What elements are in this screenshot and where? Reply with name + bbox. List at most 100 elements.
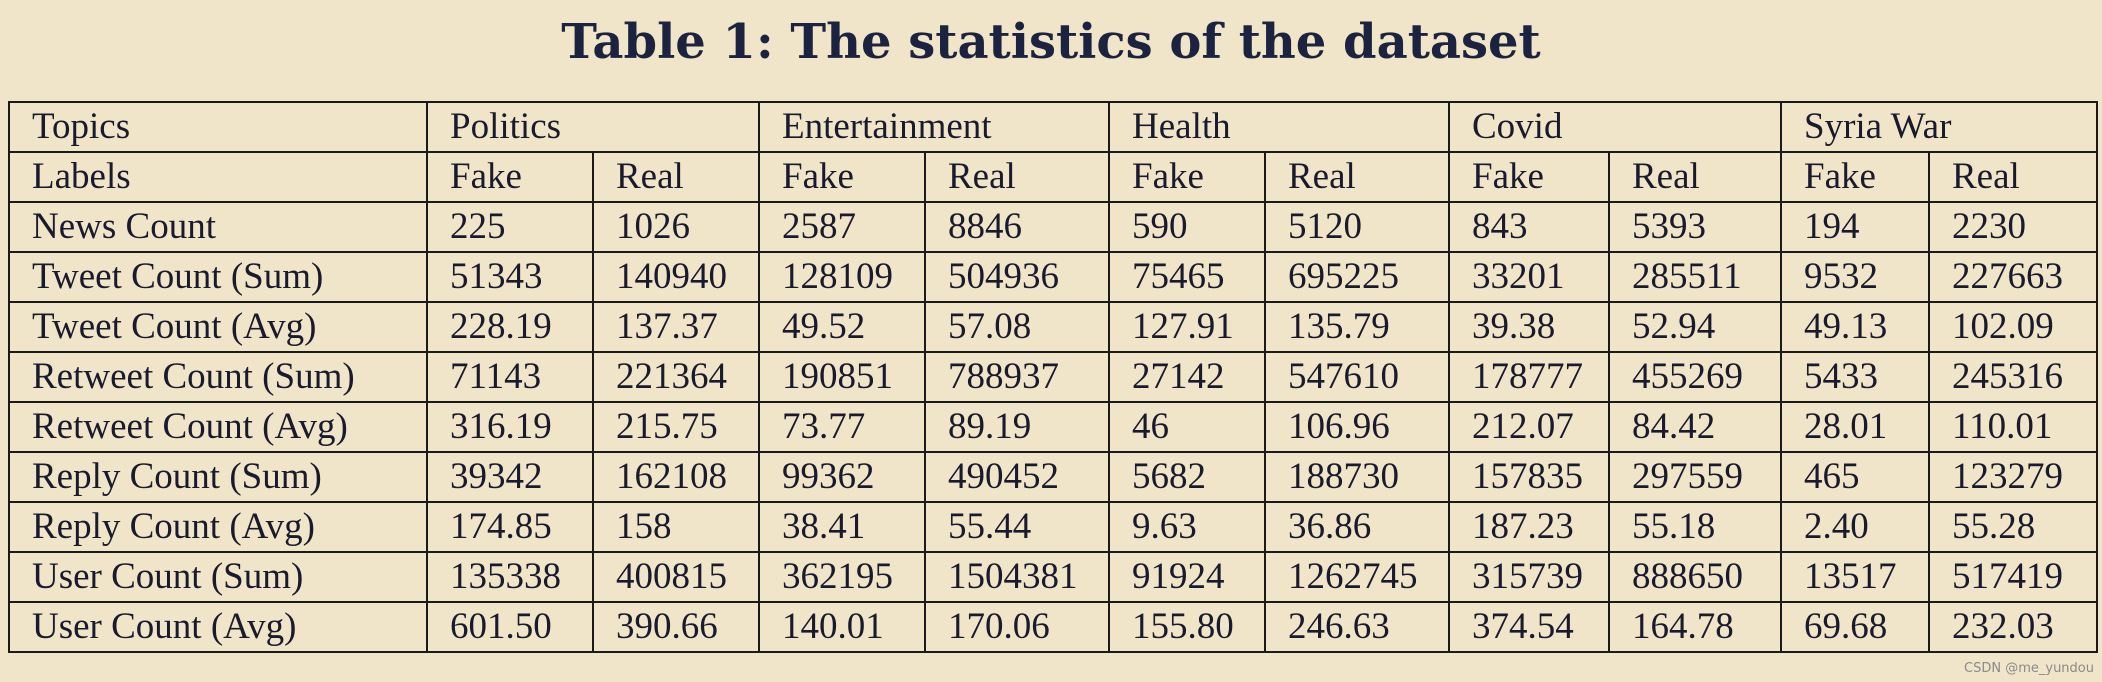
table-cell: 102.09	[1927, 301, 2099, 353]
table-cell: 788937	[924, 351, 1110, 403]
table-cell: 315739	[1448, 551, 1610, 603]
table-cell: 164.78	[1608, 601, 1782, 653]
topic-header: Health	[1108, 101, 1450, 153]
table-cell: 888650	[1608, 551, 1782, 603]
table-cell: 221364	[592, 351, 760, 403]
table-cell: 2230	[1927, 201, 2099, 253]
table-cell: 33201	[1448, 251, 1610, 303]
table-cell: 89.19	[924, 401, 1110, 453]
label-cell: Fake	[1108, 151, 1266, 203]
topic-header: Covid	[1448, 101, 1782, 153]
table-cell: 13517	[1780, 551, 1930, 603]
watermark: CSDN @me_yundou	[1964, 661, 2094, 676]
table-cell: 8846	[924, 201, 1110, 253]
label-cell: Real	[924, 151, 1110, 203]
table-cell: 27142	[1108, 351, 1266, 403]
table-cell: 225	[426, 201, 594, 253]
label-cell: Real	[1927, 151, 2099, 203]
table-cell: 390.66	[592, 601, 760, 653]
table-cell: 245316	[1927, 351, 2099, 403]
topic-header: Politics	[426, 101, 760, 153]
table-cell: 49.13	[1780, 301, 1930, 353]
table-cell: 137.37	[592, 301, 760, 353]
table-cell: 490452	[924, 451, 1110, 503]
table-cell: 2.40	[1780, 501, 1930, 553]
table-cell: 188730	[1264, 451, 1450, 503]
table-cell: 71143	[426, 351, 594, 403]
row-header: User Count (Sum)	[8, 551, 428, 603]
topic-header: Entertainment	[758, 101, 1110, 153]
table-cell: 91924	[1108, 551, 1266, 603]
row-header: Retweet Count (Sum)	[8, 351, 428, 403]
table-cell: 601.50	[426, 601, 594, 653]
table-cell: 1504381	[924, 551, 1110, 603]
row-header: Tweet Count (Avg)	[8, 301, 428, 353]
table-cell: 158	[592, 501, 760, 553]
table-cell: 84.42	[1608, 401, 1782, 453]
table-cell: 5433	[1780, 351, 1930, 403]
table-row: Retweet Count (Avg) 316.19 215.75 73.77 …	[8, 401, 2099, 453]
row-header: User Count (Avg)	[8, 601, 428, 653]
table-cell: 843	[1448, 201, 1610, 253]
table-cell: 5682	[1108, 451, 1266, 503]
table-cell: 69.68	[1780, 601, 1930, 653]
table-cell: 155.80	[1108, 601, 1266, 653]
label-cell: Fake	[426, 151, 594, 203]
table-cell: 285511	[1608, 251, 1782, 303]
table-cell: 2587	[758, 201, 926, 253]
table-row: Reply Count (Avg) 174.85 158 38.41 55.44…	[8, 501, 2099, 553]
table-cell: 38.41	[758, 501, 926, 553]
table-cell: 39.38	[1448, 301, 1610, 353]
topics-row: Topics Politics Entertainment Health Cov…	[8, 101, 2099, 153]
table-cell: 55.28	[1927, 501, 2099, 553]
table-cell: 51343	[426, 251, 594, 303]
table-cell: 135338	[426, 551, 594, 603]
row-header: News Count	[8, 201, 428, 253]
label-cell: Real	[1608, 151, 1782, 203]
table-cell: 49.52	[758, 301, 926, 353]
table-row: Tweet Count (Sum) 51343 140940 128109 50…	[8, 251, 2099, 303]
row-header: Reply Count (Sum)	[8, 451, 428, 503]
table-cell: 36.86	[1264, 501, 1450, 553]
table-cell: 162108	[592, 451, 760, 503]
table-cell: 547610	[1264, 351, 1450, 403]
topic-header: Syria War	[1779, 101, 2099, 153]
table-cell: 232.03	[1927, 601, 2099, 653]
table-row: News Count 225 1026 2587 8846 590 5120 8…	[8, 201, 2099, 253]
table-cell: 174.85	[426, 501, 594, 553]
label-cell: Fake	[1780, 151, 1930, 203]
table-cell: 362195	[758, 551, 926, 603]
row-header: Topics	[8, 101, 428, 153]
row-header: Labels	[8, 151, 428, 203]
labels-row: Labels Fake Real Fake Real Fake Real Fak…	[8, 151, 2099, 203]
table-cell: 316.19	[426, 401, 594, 453]
table-row: Reply Count (Sum) 39342 162108 99362 490…	[8, 451, 2099, 503]
table-cell: 517419	[1927, 551, 2099, 603]
row-header: Reply Count (Avg)	[8, 501, 428, 553]
label-cell: Real	[1264, 151, 1450, 203]
table-cell: 228.19	[426, 301, 594, 353]
table-cell: 215.75	[592, 401, 760, 453]
table-cell: 190851	[758, 351, 926, 403]
table-cell: 297559	[1608, 451, 1782, 503]
table-cell: 178777	[1448, 351, 1610, 403]
table-cell: 140940	[592, 251, 760, 303]
table-row: Tweet Count (Avg) 228.19 137.37 49.52 57…	[8, 301, 2099, 353]
table-row: User Count (Sum) 135338 400815 362195 15…	[8, 551, 2099, 603]
table-cell: 504936	[924, 251, 1110, 303]
table-cell: 52.94	[1608, 301, 1782, 353]
table-cell: 9.63	[1108, 501, 1266, 553]
table-cell: 455269	[1608, 351, 1782, 403]
table-cell: 106.96	[1264, 401, 1450, 453]
label-cell: Real	[592, 151, 760, 203]
table-cell: 123279	[1927, 451, 2099, 503]
table-cell: 400815	[592, 551, 760, 603]
table-cell: 227663	[1927, 251, 2099, 303]
table-cell: 465	[1780, 451, 1930, 503]
table-cell: 99362	[758, 451, 926, 503]
table-cell: 135.79	[1264, 301, 1450, 353]
label-cell: Fake	[1448, 151, 1610, 203]
table-cell: 590	[1108, 201, 1266, 253]
table-cell: 55.18	[1608, 501, 1782, 553]
table-cell: 110.01	[1927, 401, 2099, 453]
